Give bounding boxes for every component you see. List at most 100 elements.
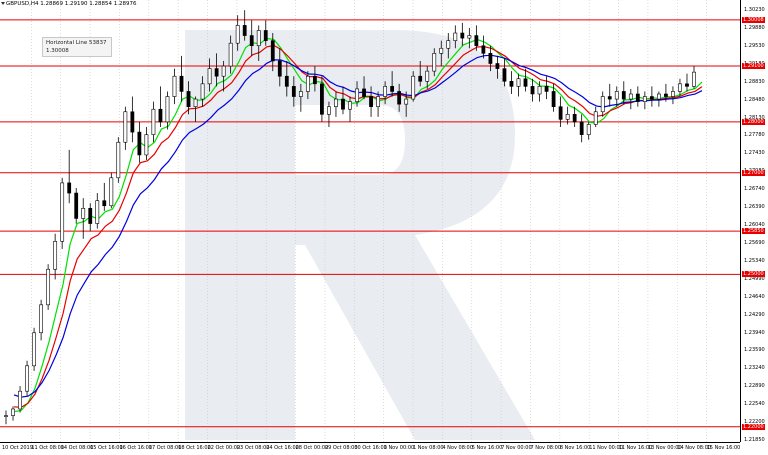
candle-body [4, 415, 8, 417]
candle-body [158, 108, 163, 123]
candle-body [46, 268, 51, 306]
level-price-badge: 1.27000 [742, 169, 765, 176]
candle-body [109, 177, 114, 207]
candle-body [18, 390, 22, 410]
time-tick-label: 29 Oct 08:00 [324, 445, 358, 451]
price-tick-label: 1.26390 [744, 204, 765, 211]
price-tick-label: 1.24640 [744, 293, 765, 300]
price-tick-label: 1.28130 [744, 114, 765, 121]
candle-body [488, 53, 493, 64]
chart-area[interactable]: GBPUSD,H4 1.28869 1.29190 1.28854 1.2897… [0, 0, 740, 442]
candle-body [565, 114, 570, 120]
candle-body [530, 86, 535, 95]
candle-body [383, 86, 388, 97]
price-tick-label: 1.26740 [744, 186, 765, 193]
price-tick-label: 1.22890 [744, 383, 765, 390]
level-price-badge: 1.22000 [742, 423, 765, 430]
candle-body [179, 75, 184, 92]
price-tick-label: 1.25340 [744, 257, 765, 264]
candle-body [151, 108, 156, 135]
candle-body [418, 75, 423, 82]
time-tick-label: 11 Nov 00:00 [589, 445, 623, 451]
level-price-badge: 1.25000 [742, 271, 765, 278]
candle-body [544, 86, 549, 92]
candle-body [523, 78, 528, 87]
candle-body [537, 86, 542, 95]
candle-body [144, 134, 149, 156]
candle-body [256, 30, 261, 47]
candle-body [495, 63, 500, 69]
candle-body [439, 47, 444, 54]
horizontal-line-tooltip: Horizontal Line 53837 1.30008 [42, 37, 112, 57]
symbol-menu-icon[interactable] [1, 2, 5, 6]
ma-fast-line [13, 37, 703, 413]
price-tick-label: 1.22540 [744, 401, 765, 408]
symbol-header: GBPUSD,H4 1.28869 1.29190 1.28854 1.2897… [6, 1, 137, 7]
time-tick-label: 1 Nov 00:00 [383, 445, 415, 451]
price-tick-label: 1.29880 [744, 24, 765, 31]
time-tick-label: 7 Nov 00:00 [501, 445, 532, 451]
tooltip-title: Horizontal Line 53837 [46, 40, 107, 46]
candle-body [88, 207, 93, 224]
price-axis[interactable]: 1.302301.298801.295301.291801.288301.284… [740, 0, 768, 443]
candle-body [355, 88, 359, 102]
candle-body [130, 111, 135, 133]
candle-body [305, 75, 310, 92]
candle-body [74, 192, 79, 219]
time-tick-label: 14 Oct 08:00 [60, 445, 94, 451]
candle-body [685, 83, 689, 87]
time-tick-label: 11 Oct 08:00 [31, 445, 64, 451]
candle-body [116, 141, 121, 179]
time-tick-label: 11 Nov 16:00 [618, 445, 653, 451]
candle-body [123, 111, 128, 143]
candle-body [397, 91, 402, 105]
candle-body [425, 70, 430, 82]
time-axis[interactable]: 10 Oct 2019 11 Oct 08:00 14 Oct 08:00 15 Oc… [0, 442, 740, 455]
candle-body [25, 365, 29, 392]
candle-body [165, 96, 170, 123]
candle-body [298, 91, 303, 97]
candle-body [277, 60, 282, 77]
candle-body [474, 35, 479, 47]
candle-body [348, 101, 352, 110]
candle-body [671, 91, 675, 97]
time-tick-label: 15 Oct 16:00 [90, 445, 123, 451]
level-price-badge: 1.28000 [742, 118, 765, 125]
candle-body [376, 96, 380, 107]
candle-body [656, 93, 661, 100]
candle-body [369, 96, 373, 107]
candle-body [32, 332, 36, 367]
time-tick-label: 28 Oct 00:00 [295, 445, 329, 451]
time-tick-label: 14 Nov 08:00 [677, 445, 711, 451]
price-tick-label: 1.24990 [744, 275, 765, 282]
candle-body [320, 83, 324, 115]
candle-body [334, 98, 338, 107]
candle-body [558, 106, 563, 120]
time-tick-label: 15 Nov 16:00 [706, 445, 741, 451]
candle-body [649, 96, 654, 100]
candle-body [600, 96, 605, 113]
tooltip-value: 1.30008 [46, 48, 69, 54]
candle-body [621, 91, 626, 100]
level-price-badge: 1.29100 [742, 63, 765, 70]
candle-body [551, 91, 556, 107]
price-tick-label: 1.23590 [744, 347, 765, 354]
candle-body [572, 114, 577, 123]
candle-body [453, 32, 458, 41]
price-tick-label: 1.26040 [744, 222, 765, 228]
price-tick-label: 1.23240 [744, 365, 765, 372]
candle-body [678, 83, 682, 92]
candle-body [446, 40, 451, 49]
candle-body [214, 68, 219, 77]
level-price-badge: 1.25850 [742, 228, 765, 235]
price-tick-label: 1.21850 [744, 437, 765, 443]
candle-body [312, 75, 317, 85]
candle-body [60, 182, 65, 242]
candle-body [270, 40, 275, 62]
candle-body [593, 111, 598, 125]
price-chart[interactable] [0, 0, 740, 442]
candle-body [249, 35, 254, 47]
time-tick-label: 8 Nov 16:00 [559, 445, 591, 451]
price-tick-label: 1.30230 [744, 7, 765, 13]
candle-body [628, 93, 633, 100]
